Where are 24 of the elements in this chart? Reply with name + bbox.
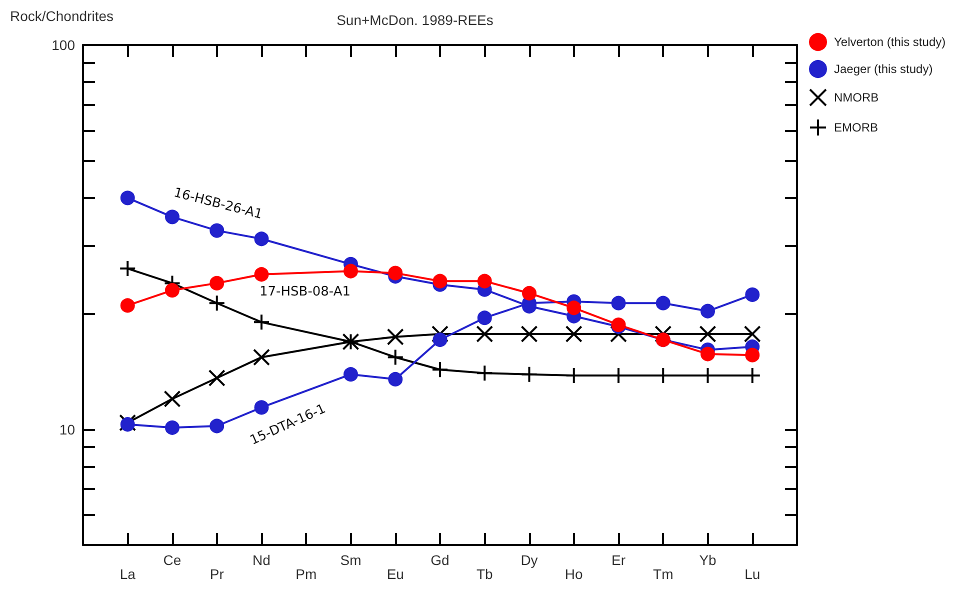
annotation: 17-HSB-08-A1 [260,284,350,300]
chart-title: Sun+McDon. 1989-REEs [336,12,494,28]
x-tick-label: Eu [386,566,404,582]
legend-label: NMORB [834,90,879,104]
x-tick-label: Ce [163,552,182,568]
x-tick-label: Sm [340,552,362,568]
y-tick-label: 10 [59,421,76,438]
legend-label: Yelverton (this study) [834,35,946,49]
y-tick-label: 100 [52,37,76,53]
x-tick-label: Gd [430,552,450,568]
legend-label: EMORB [834,120,878,134]
x-tick-label: La [120,566,136,582]
x-tick-label: Pr [210,566,224,582]
x-tick-label: Tm [653,566,674,582]
x-tick-label: Ho [564,566,584,582]
x-tick-label: Dy [520,552,538,568]
x-tick-label: Nd [252,552,270,568]
x-tick-label: Pm [296,566,317,582]
x-tick-label: Yb [699,552,717,568]
y-axis-title: Rock/Chondrites [10,8,114,24]
legend-label: Jaeger (this study) [834,62,933,76]
x-tick-label: Er [612,552,626,568]
x-tick-label: Tb [476,566,494,582]
x-tick-label: Lu [744,566,760,582]
